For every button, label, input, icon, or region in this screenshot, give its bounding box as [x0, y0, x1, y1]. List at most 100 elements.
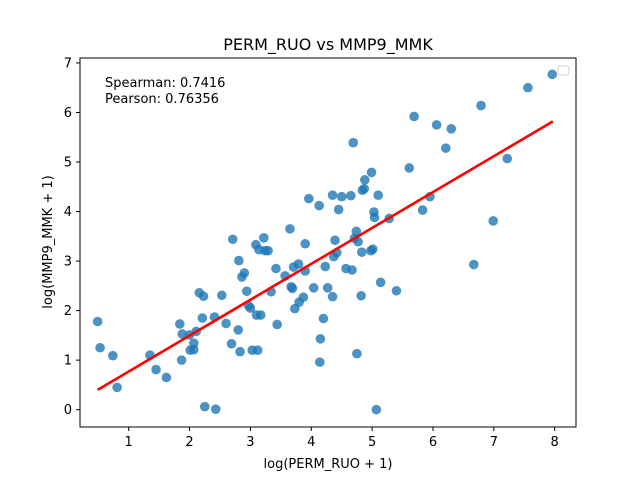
data-point: [235, 346, 245, 357]
data-point: [241, 286, 252, 297]
data-point: [391, 285, 402, 296]
x-tick-label: 8: [551, 435, 559, 450]
data-point: [217, 290, 227, 301]
data-point: [245, 303, 256, 313]
data-point: [151, 364, 161, 375]
points-layer: [92, 69, 558, 415]
data-point: [314, 200, 324, 211]
plot-frame: [79, 57, 577, 428]
data-point: [318, 313, 329, 324]
data-point: [476, 100, 486, 111]
data-point: [547, 69, 558, 80]
data-point: [233, 325, 244, 335]
data-point: [304, 193, 314, 204]
pearson-annotation: Pearson: 0.76356: [105, 92, 219, 107]
data-point: [263, 245, 273, 256]
spearman-annotation: Spearman: 0.7416: [105, 76, 225, 91]
regression-line: [96, 120, 554, 391]
y-tick-label: 7: [64, 56, 72, 71]
x-tick-label: 1: [125, 435, 133, 450]
y-tick-label: 3: [64, 255, 72, 270]
data-point: [287, 283, 298, 294]
data-point: [404, 163, 415, 173]
data-point: [189, 344, 199, 355]
data-point: [336, 191, 347, 202]
data-point: [440, 143, 451, 153]
data-point: [199, 401, 210, 412]
x-tick-label: 3: [246, 435, 254, 450]
data-point: [409, 111, 419, 122]
data-point: [431, 120, 442, 130]
data-point: [333, 204, 344, 215]
data-point: [322, 283, 333, 293]
data-point: [330, 235, 340, 246]
x-tick-label: 2: [185, 435, 193, 450]
data-point: [327, 190, 338, 200]
data-point: [356, 247, 367, 257]
data-point: [285, 224, 295, 234]
data-point: [161, 372, 172, 383]
y-tick-label: 5: [64, 156, 72, 171]
data-point: [112, 382, 122, 393]
data-point: [210, 404, 221, 414]
data-point: [293, 259, 304, 269]
data-point: [347, 265, 357, 275]
data-point: [221, 318, 231, 329]
y-tick-label: 6: [64, 106, 72, 121]
data-point: [367, 244, 378, 254]
data-point: [95, 342, 105, 353]
data-point: [108, 350, 118, 361]
x-tick-label: 5: [368, 435, 376, 450]
data-point: [356, 290, 366, 301]
y-tick-label: 2: [64, 304, 72, 319]
data-point: [298, 292, 309, 303]
data-point: [252, 345, 263, 356]
data-point: [468, 259, 479, 270]
data-point: [308, 283, 319, 293]
data-point: [234, 255, 244, 266]
data-point: [271, 263, 281, 274]
data-point: [446, 124, 457, 134]
data-point: [227, 234, 238, 245]
data-point: [523, 82, 533, 93]
data-point: [348, 137, 359, 148]
y-tick-label: 1: [64, 354, 72, 369]
data-point: [314, 357, 325, 367]
x-axis: 1 2 3 4 5 6 7 8: [125, 427, 559, 450]
data-point: [177, 329, 188, 339]
x-tick-label: 6: [429, 435, 437, 450]
y-tick-label: 4: [64, 205, 72, 220]
data-point: [359, 183, 370, 194]
data-point: [369, 212, 380, 223]
data-point: [351, 226, 362, 237]
data-point: [371, 404, 382, 415]
y-tick-label: 0: [64, 403, 72, 418]
data-point: [417, 205, 428, 215]
data-point: [375, 277, 386, 288]
data-point: [315, 334, 326, 344]
data-point: [272, 319, 282, 330]
data-point: [175, 319, 185, 329]
data-point: [320, 261, 331, 272]
data-point: [226, 338, 237, 349]
data-point: [366, 167, 377, 178]
chart-title: PERM_RUO vs MMP9_MMK: [223, 35, 433, 55]
data-point: [197, 313, 208, 323]
regression-layer: [96, 120, 554, 391]
x-tick-label: 7: [490, 435, 498, 450]
data-point: [255, 310, 266, 320]
data-point: [92, 316, 103, 327]
data-point: [360, 175, 370, 185]
data-point: [176, 355, 187, 365]
data-point: [488, 216, 499, 226]
data-point: [352, 348, 362, 359]
y-axis: 0 1 2 3 4 5 6 7: [64, 56, 80, 418]
data-point: [239, 268, 250, 278]
data-point: [502, 153, 513, 164]
data-point: [258, 232, 269, 243]
data-point: [300, 238, 310, 249]
data-point: [327, 291, 338, 302]
